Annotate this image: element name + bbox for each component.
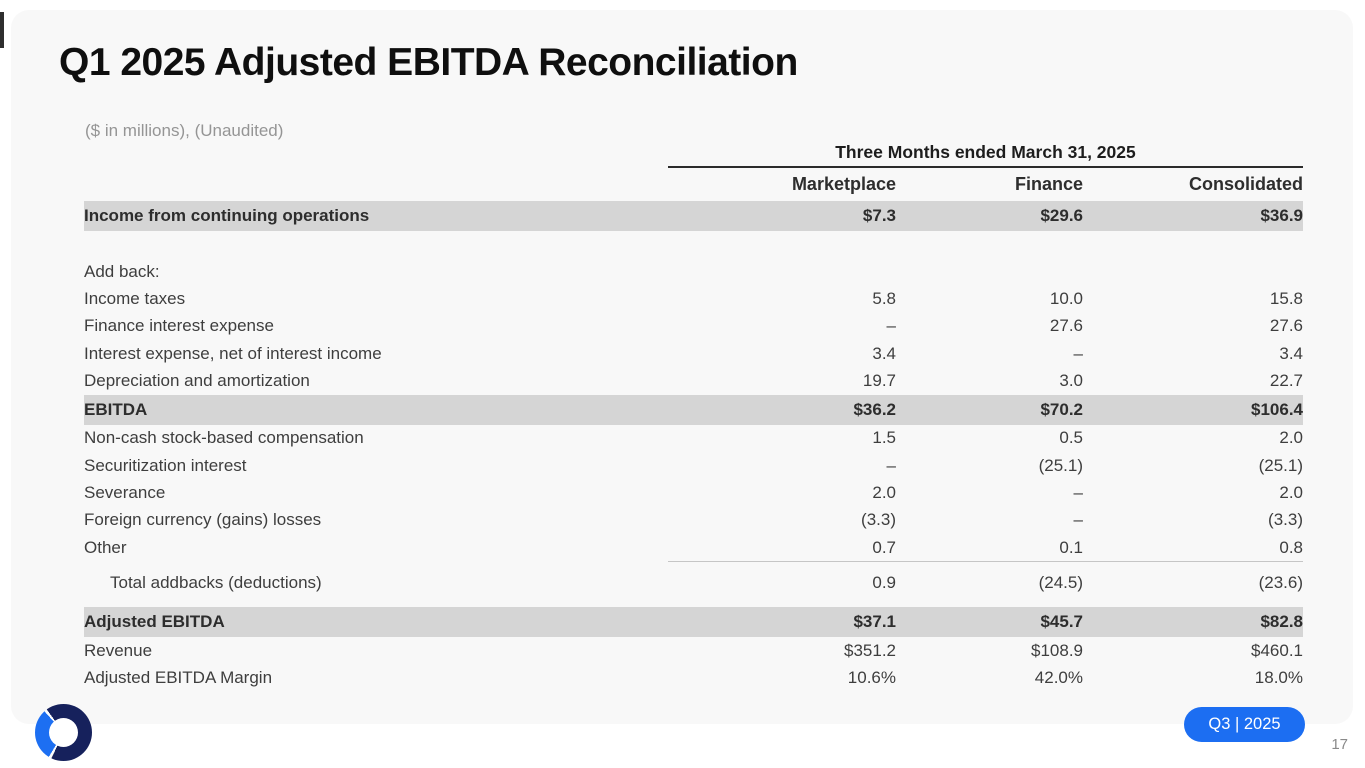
subtotal-rule	[668, 561, 1303, 563]
row-label: Adjusted EBITDA Margin	[84, 668, 273, 688]
row-value: (23.6)	[1258, 572, 1303, 592]
row-label: EBITDA	[84, 399, 148, 419]
row-value: $36.9	[1260, 205, 1303, 225]
row-value: 15.8	[1269, 289, 1303, 309]
table-row: Depreciation and amortization 19.7 3.0 22.7	[84, 368, 1303, 395]
table-rows: Income from continuing operations $7.3 $29…	[84, 201, 1303, 692]
row-value: $351.2	[844, 640, 896, 660]
row-value: $45.7	[1040, 612, 1083, 632]
row-value: 2.0	[1279, 483, 1303, 502]
table-row: Other 0.7 0.1 0.8	[84, 534, 1303, 561]
period-header: Three Months ended March 31, 2025	[668, 142, 1303, 168]
row-label: Non-cash stock-based compensation	[84, 428, 364, 448]
company-ring-logo-icon	[35, 704, 92, 761]
table-row: Add back:	[84, 258, 1303, 285]
row-value: 22.7	[1269, 371, 1303, 391]
row-value: 3.4	[1279, 343, 1303, 363]
table-row: Securitization interest – (25.1) (25.1)	[84, 452, 1303, 479]
row-label: Revenue	[84, 640, 153, 660]
table-row: Income from continuing operations $7.3 $29…	[84, 201, 1303, 231]
row-value: –	[886, 316, 896, 336]
row-value: –	[1073, 510, 1083, 530]
row-value: $108.9	[1031, 640, 1083, 660]
row-value: (24.5)	[1038, 572, 1083, 592]
row-value: 0.1	[1059, 537, 1083, 557]
row-value: 0.8	[1279, 537, 1303, 557]
row-label: Adjusted EBITDA	[84, 612, 225, 632]
row-value: 3.4	[872, 343, 896, 363]
row-value: $29.6	[1040, 205, 1083, 225]
table-row: Adjusted EBITDA Margin 10.6% 42.0% 18.0%	[84, 664, 1303, 691]
row-value: –	[1073, 343, 1083, 363]
row-value: 5.8	[872, 289, 896, 309]
row-label: Foreign currency (gains) losses	[84, 510, 322, 530]
row-value: 0.9	[872, 572, 896, 592]
column-header-row: Marketplace Finance Consolidated	[84, 168, 1303, 201]
row-label: Interest expense, net of interest income	[84, 343, 382, 363]
ebitda-reconciliation-table: Three Months ended March 31, 2025 Market…	[84, 142, 1303, 692]
row-value: (3.3)	[861, 510, 896, 530]
row-value: 19.7	[862, 371, 896, 391]
table-row: Foreign currency (gains) losses (3.3) – (3.…	[84, 507, 1303, 534]
row-value: $37.1	[853, 612, 896, 632]
row-value: 27.6	[1049, 316, 1083, 336]
row-value: 1.5	[872, 428, 896, 448]
row-value: 27.6	[1269, 316, 1303, 336]
row-label: Other	[84, 537, 127, 557]
row-value: (3.3)	[1268, 510, 1303, 530]
row-value: 3.0	[1059, 371, 1083, 391]
table-row: Interest expense, net of interest income…	[84, 340, 1303, 367]
row-value: $460.1	[1251, 640, 1303, 660]
row-label: Depreciation and amortization	[84, 371, 310, 391]
table-row: Adjusted EBITDA $37.1 $45.7 $82.8	[84, 607, 1303, 638]
table-row: Income taxes 5.8 10.0 15.8	[84, 285, 1303, 312]
row-label: Add back:	[84, 261, 160, 281]
slide-canvas: Q1 2025 Adjusted EBITDA Reconciliation (…	[11, 10, 1353, 724]
logo-hole	[49, 718, 78, 747]
row-value: 2.0	[1279, 428, 1303, 448]
page-number: 17	[1331, 736, 1348, 753]
slide-subtitle: ($ in millions), (Unaudited)	[85, 121, 284, 140]
row-value: $7.3	[862, 205, 896, 225]
table-row: Revenue $351.2 $108.9 $460.1	[84, 637, 1303, 664]
table-row: Non-cash stock-based compensation 1.5 0.5 2…	[84, 425, 1303, 452]
row-label: Finance interest expense	[84, 316, 274, 336]
page-title: Q1 2025 Adjusted EBITDA Reconciliation	[59, 41, 798, 84]
row-value: –	[1073, 483, 1083, 502]
column-header-finance: Finance	[1014, 174, 1083, 194]
row-label: Severance	[84, 483, 166, 502]
left-edge-mark	[0, 12, 4, 48]
column-header-marketplace: Marketplace	[791, 174, 896, 194]
row-label: Securitization interest	[84, 455, 247, 475]
row-label: Income taxes	[84, 289, 186, 309]
table-row	[84, 231, 1303, 258]
column-header-consolidated: Consolidated	[1188, 174, 1303, 194]
table-row: Severance 2.0 – 2.0	[84, 479, 1303, 506]
table-row: Finance interest expense – 27.6 27.6	[84, 313, 1303, 340]
table-row: Total addbacks (deductions) 0.9 (24.5) (23.…	[84, 562, 1303, 603]
row-label: Income from continuing operations	[84, 205, 370, 225]
row-value: $36.2	[853, 399, 896, 419]
table-row: EBITDA $36.2 $70.2 $106.4	[84, 394, 1303, 425]
quarter-badge[interactable]: Q3 | 2025	[1184, 707, 1305, 742]
row-value: 0.5	[1059, 428, 1083, 448]
row-value: (25.1)	[1038, 455, 1083, 475]
row-value: 0.7	[872, 537, 896, 557]
row-value: $82.8	[1260, 612, 1303, 632]
row-value: 42.0%	[1034, 668, 1083, 688]
row-value: 10.0	[1049, 289, 1083, 309]
row-value: 10.6%	[847, 668, 896, 688]
row-value: (25.1)	[1258, 455, 1303, 475]
row-value: $70.2	[1040, 399, 1083, 419]
row-value: –	[886, 455, 896, 475]
row-value: 18.0%	[1254, 668, 1303, 688]
row-value: $106.4	[1251, 399, 1303, 419]
row-label: Total addbacks (deductions)	[110, 572, 322, 592]
row-value: 2.0	[872, 483, 896, 502]
